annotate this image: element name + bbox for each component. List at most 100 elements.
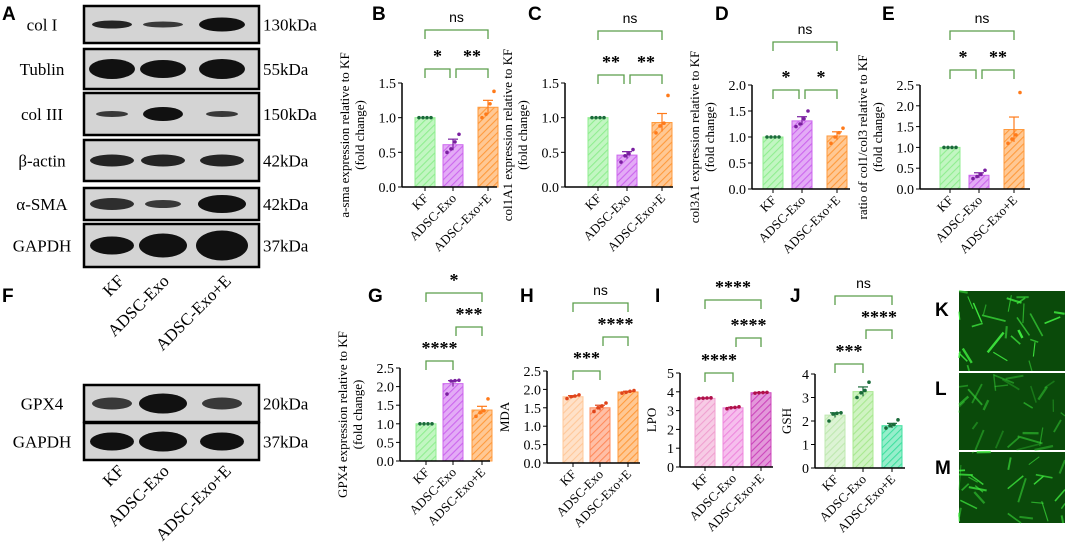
- significance-bracket: [772, 89, 800, 99]
- significance-bracket: [602, 336, 629, 346]
- data-point: [484, 112, 488, 116]
- bar-ADSC-Exo: [852, 391, 874, 469]
- significance-label: ns: [798, 21, 813, 37]
- micrograph: [959, 291, 1065, 371]
- y-axis-label: (fold change): [702, 102, 717, 172]
- significance-label: *: [782, 67, 791, 87]
- panel-letter: G: [368, 286, 383, 307]
- data-point: [1014, 133, 1018, 137]
- significance-label: ****: [731, 315, 767, 335]
- data-point: [765, 390, 769, 395]
- protein-band: [196, 230, 248, 261]
- blot-protein-label: col III: [21, 105, 63, 124]
- cell-process: [968, 476, 978, 483]
- data-point: [835, 411, 839, 416]
- panel-letter: I: [655, 286, 660, 307]
- cell-process: [1060, 412, 1065, 417]
- y-tick-label: 5: [667, 367, 674, 382]
- significance-bracket: [834, 295, 893, 305]
- y-tick-label: 3: [667, 405, 674, 420]
- significance-label: ***: [456, 304, 483, 324]
- significance-label: **: [637, 52, 655, 72]
- significance-label: *: [450, 270, 459, 290]
- cell-process: [1028, 360, 1033, 372]
- cell-process: [958, 395, 970, 406]
- data-point: [426, 422, 430, 426]
- data-point: [619, 160, 623, 164]
- chart-G: G0.00.51.01.52.02.5KFADSC-ExoADSC-Exo+EG…: [335, 270, 493, 528]
- data-point: [979, 172, 983, 177]
- data-point: [946, 145, 950, 150]
- cell-process: [1058, 459, 1065, 474]
- data-point: [837, 131, 841, 135]
- cell-process: [1017, 435, 1043, 445]
- data-point: [602, 115, 606, 120]
- cell-process: [1010, 335, 1021, 345]
- data-point: [950, 145, 954, 150]
- data-point: [425, 115, 429, 120]
- cell-process: [961, 347, 973, 364]
- y-tick-label: 3: [802, 392, 809, 407]
- y-tick-label: 2.5: [377, 362, 395, 377]
- bar-KF: [824, 414, 846, 469]
- data-point: [729, 405, 733, 410]
- chart-I: I012345KFADSC-ExoADSC-Exo+ELPO**********…: [644, 277, 773, 534]
- cell-process: [982, 399, 990, 411]
- blot-protein-label: α-SMA: [16, 195, 68, 214]
- data-point: [827, 419, 831, 423]
- data-point: [863, 388, 867, 393]
- protein-band: [199, 17, 245, 32]
- protein-band: [206, 111, 238, 117]
- data-point: [733, 405, 737, 410]
- cell-process: [1031, 501, 1044, 504]
- cell-process: [971, 451, 975, 454]
- data-point: [573, 394, 577, 398]
- data-point: [798, 122, 802, 126]
- blot-kda-label: 42kDa: [263, 152, 309, 171]
- data-point: [592, 409, 596, 414]
- blot-kda-label: 55kDa: [263, 60, 309, 79]
- bar-ADSC-Exo+E: [750, 392, 772, 468]
- bar-ADSC-Exo: [722, 407, 744, 468]
- y-axis-label: (fold change): [352, 100, 367, 170]
- data-point: [773, 135, 777, 139]
- y-tick-label: 1.5: [379, 77, 397, 92]
- chart-E: E0.00.51.01.52.02.5KFADSC-ExoADSC-Exo+Er…: [855, 4, 1030, 256]
- cell-process: [1032, 342, 1036, 357]
- cell-process: [1004, 326, 1008, 339]
- significance-label: ns: [449, 9, 464, 25]
- y-tick-label: 4: [667, 386, 674, 401]
- cell-process: [1022, 303, 1025, 324]
- blot-a-row: GAPDH 37kDa: [13, 222, 309, 269]
- data-point: [1006, 141, 1010, 146]
- y-tick-label: 2.5: [897, 79, 915, 94]
- panel-letter: E: [882, 4, 895, 25]
- cell-process: [1001, 378, 1020, 391]
- cell-process: [967, 388, 983, 406]
- data-point: [430, 422, 434, 426]
- bar-ADSC-Exo+E: [477, 106, 499, 188]
- data-point: [753, 391, 757, 395]
- y-tick-label: 1.5: [377, 399, 395, 414]
- data-point: [794, 124, 798, 129]
- lane-label: KF: [99, 271, 128, 300]
- cell-process: [1017, 478, 1027, 503]
- data-point: [737, 405, 741, 409]
- significance-bracket: [572, 302, 629, 312]
- cell-process: [1054, 489, 1065, 502]
- cell-process: [1007, 457, 1012, 471]
- cell-process: [961, 483, 970, 492]
- bar-ADSC-Exo+E: [617, 391, 639, 464]
- chart-D: D0.00.51.01.52.0KFADSC-ExoADSC-Exo+Ecol3…: [687, 4, 850, 256]
- bar-ADSC-Exo+E: [881, 425, 903, 469]
- y-axis-label: a-sma expression relative to KF: [337, 52, 352, 217]
- y-tick-label: 1: [667, 442, 674, 457]
- cell-process: [1016, 297, 1026, 305]
- x-tick-label: KF: [819, 472, 841, 494]
- lane-label: KF: [99, 461, 128, 490]
- cell-process: [970, 474, 984, 486]
- y-axis-label: GSH: [779, 408, 794, 434]
